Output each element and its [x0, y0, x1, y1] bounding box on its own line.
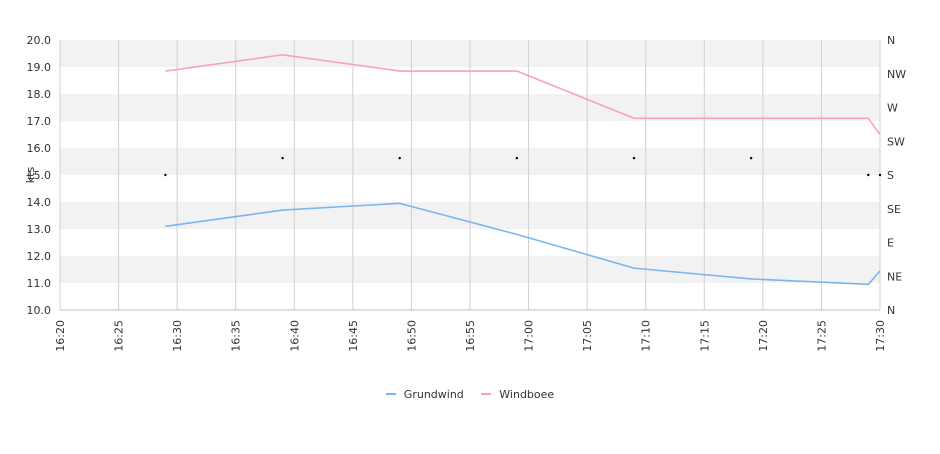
- y2-tick-label-0: N: [887, 304, 895, 317]
- y2-tick-label-7: NW: [887, 68, 906, 81]
- y2-tick-label-4: S: [887, 169, 894, 182]
- direction-marker-6: [867, 174, 869, 176]
- x-tick-label-1: 16:25: [113, 320, 126, 352]
- x-tick-label-12: 17:20: [757, 320, 770, 352]
- y-tick-label-10: 20.0: [27, 34, 52, 47]
- y-tick-label-6: 16.0: [27, 142, 52, 155]
- y-axis-title: kts: [24, 167, 37, 184]
- x-tick-label-6: 16:50: [405, 320, 418, 352]
- direction-marker-3: [516, 157, 518, 159]
- y-tick-label-0: 10.0: [27, 304, 52, 317]
- direction-marker-5: [750, 157, 752, 159]
- x-tick-label-5: 16:45: [347, 320, 360, 352]
- y2-tick-label-3: SE: [887, 203, 901, 216]
- y-tick-label-8: 18.0: [27, 88, 52, 101]
- direction-marker-7: [879, 174, 881, 176]
- y2-tick-label-1: NE: [887, 270, 902, 283]
- x-tick-label-4: 16:40: [288, 320, 301, 352]
- legend-label-grundwind: Grundwind: [404, 388, 464, 401]
- direction-marker-1: [281, 157, 283, 159]
- legend-swatch-grundwind: [386, 393, 396, 395]
- x-tick-label-8: 17:00: [523, 320, 536, 352]
- legend: Grundwind Windboee: [0, 385, 940, 401]
- y2-tick-label-2: E: [887, 237, 894, 250]
- y2-tick-label-5: SW: [887, 135, 905, 148]
- x-tick-label-13: 17:25: [815, 320, 828, 352]
- direction-marker-0: [164, 174, 166, 176]
- y-tick-label-9: 19.0: [27, 61, 52, 74]
- x-tick-label-14: 17:30: [874, 320, 887, 352]
- y-tick-label-2: 12.0: [27, 250, 52, 263]
- x-tick-label-2: 16:30: [171, 320, 184, 352]
- y2-tick-label-6: W: [887, 102, 898, 115]
- direction-marker-4: [633, 157, 635, 159]
- x-tick-label-11: 17:15: [698, 320, 711, 352]
- x-tick-label-0: 16:20: [54, 320, 67, 352]
- legend-item-windboee[interactable]: Windboee: [481, 388, 554, 401]
- legend-item-grundwind[interactable]: Grundwind: [386, 388, 464, 401]
- y-tick-label-1: 11.0: [27, 277, 52, 290]
- x-tick-label-10: 17:10: [640, 320, 653, 352]
- legend-label-windboee: Windboee: [499, 388, 554, 401]
- x-tick-label-3: 16:35: [230, 320, 243, 352]
- y-tick-label-4: 14.0: [27, 196, 52, 209]
- legend-swatch-windboee: [481, 393, 491, 395]
- y-tick-label-7: 17.0: [27, 115, 52, 128]
- x-tick-label-7: 16:55: [464, 320, 477, 352]
- y-tick-label-3: 13.0: [27, 223, 52, 236]
- x-tick-label-9: 17:05: [581, 320, 594, 352]
- y2-tick-label-8: N: [887, 34, 895, 47]
- direction-marker-2: [399, 157, 401, 159]
